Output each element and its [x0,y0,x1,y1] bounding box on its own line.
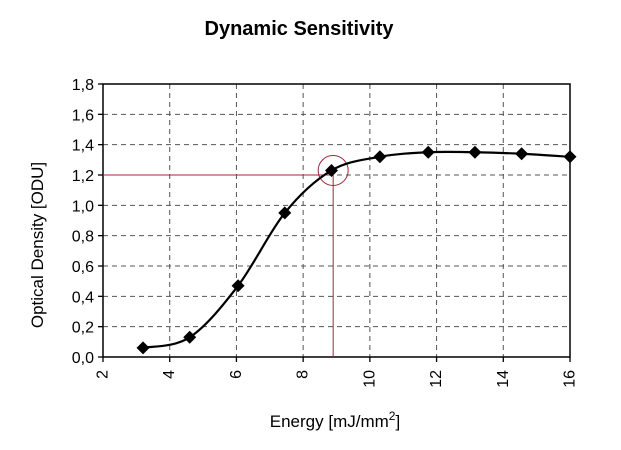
data-point-marker [136,341,150,355]
x-tick-label: 2 [95,370,112,379]
y-tick-label: 0,8 [72,229,94,246]
y-axis-label: Optical Density [ODU] [28,162,47,328]
reference-circle [317,154,349,186]
y-tick-label: 1,6 [72,107,94,124]
data-series [136,145,577,355]
plot-area-frame [102,83,571,358]
data-point-marker [563,150,577,164]
data-point-marker [324,163,338,177]
y-tick-label: 1,8 [72,77,94,94]
y-tick-label: 1,4 [72,138,94,155]
data-point-marker [421,145,435,159]
data-point-marker [515,147,529,161]
grid-lines [103,84,570,357]
data-point-marker [468,145,482,159]
x-tick-label: 10 [361,370,378,388]
x-tick-label: 6 [228,370,245,379]
x-tick-label: 14 [495,370,512,388]
chart-title: Dynamic Sensitivity [205,18,395,40]
x-axis-label-superscript: 2 [389,409,396,423]
x-axis-ticks: 2 4 6 8 10 12 14 16 [95,357,579,388]
data-point-marker [373,150,387,164]
x-axis-label: Energy [mJ/mm2] [270,409,400,431]
data-point-marker [231,279,245,293]
reference-annotation [103,154,349,357]
series-line [142,150,571,349]
y-tick-label: 0,6 [72,259,94,276]
y-tick-label: 0,0 [72,350,94,367]
x-tick-label: 16 [562,370,579,388]
y-tick-label: 0,2 [72,320,94,337]
y-axis-ticks: 0,0 0,2 0,4 0,6 0,8 1,0 1,2 1,4 1,6 1,8 [72,77,103,367]
x-axis-label-main: Energy [mJ/mm [270,412,389,431]
y-tick-label: 0,4 [72,289,94,306]
y-tick-label: 1,2 [72,168,94,185]
x-tick-label: 12 [428,370,445,388]
x-tick-label: 8 [295,370,312,379]
x-tick-label: 4 [161,370,178,379]
x-axis-label-end: ] [395,412,400,431]
y-tick-label: 1,0 [72,198,94,215]
data-point-marker [183,330,197,344]
data-point-marker [278,206,292,220]
